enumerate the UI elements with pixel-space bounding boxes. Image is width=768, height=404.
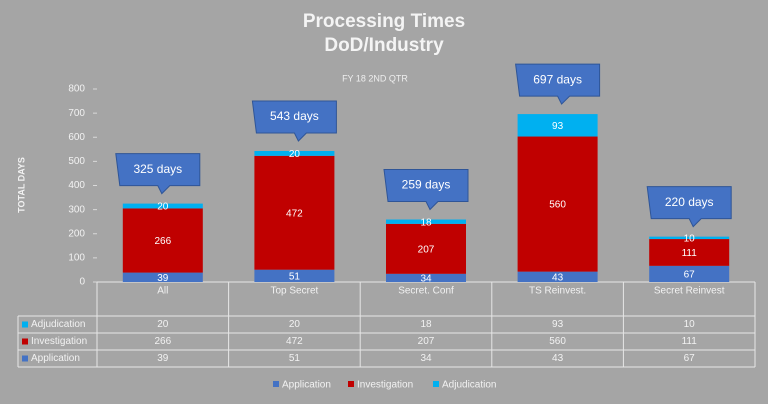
y-tick-label: 0 — [79, 277, 85, 288]
callout-label: 543 days — [270, 109, 319, 123]
callout-label: 259 days — [402, 178, 451, 192]
y-tick-label: 700 — [68, 108, 85, 119]
chart-title: Processing Times — [303, 11, 465, 32]
bar-segment — [254, 269, 335, 282]
bar-segment — [517, 271, 598, 282]
chart-subtitle: DoD/Industry — [324, 35, 444, 56]
segment-label: 10 — [684, 233, 696, 244]
bar-segment — [649, 265, 730, 282]
legend-key — [22, 338, 28, 345]
x-tick-label: Secret. Conf — [398, 286, 454, 297]
callout-box — [646, 186, 732, 228]
bar-segment — [122, 203, 203, 209]
bar-segment — [386, 223, 466, 274]
callout-box — [115, 153, 201, 195]
bar-segment — [649, 239, 730, 266]
table-cell: 266 — [154, 336, 171, 347]
legend-key — [348, 381, 354, 387]
table-cell: 560 — [549, 336, 566, 347]
bar-segment — [517, 114, 598, 137]
y-axis-title: TOTAL DAYS — [16, 157, 26, 213]
segment-label: 39 — [157, 273, 169, 284]
legend-key — [433, 381, 439, 387]
table-cell: 34 — [420, 353, 432, 364]
y-tick-label: 600 — [68, 132, 85, 143]
bar-segment — [386, 273, 466, 282]
segment-label: 67 — [684, 270, 696, 281]
bar-segment — [122, 272, 203, 282]
segment-label: 266 — [154, 236, 171, 247]
y-tick-label: 300 — [68, 204, 85, 215]
legend-key — [22, 355, 28, 362]
callout-label: 697 days — [533, 72, 582, 86]
callout-label: 325 days — [133, 162, 182, 176]
table-cell: 20 — [289, 319, 301, 330]
table-row-label: Application — [31, 353, 80, 364]
table-cell: 472 — [286, 336, 303, 347]
segment-label: 560 — [549, 200, 566, 211]
segment-label: 20 — [289, 149, 301, 160]
bar-segment — [517, 136, 598, 272]
bar-segment — [254, 155, 335, 270]
segment-label: 34 — [420, 274, 432, 285]
y-tick-label: 800 — [68, 84, 85, 95]
callout-box — [251, 100, 337, 142]
legend-key — [22, 321, 28, 328]
y-tick-label: 400 — [68, 180, 85, 191]
segment-label: 20 — [157, 202, 169, 213]
table-cell: 111 — [682, 336, 698, 347]
bar-segment — [122, 208, 203, 273]
segment-label: 472 — [286, 208, 303, 219]
callout-box — [383, 169, 469, 211]
table-cell: 207 — [418, 336, 435, 347]
legend-label: Adjudication — [442, 380, 496, 391]
period-label: FY 18 2ND QTR — [342, 73, 408, 83]
segment-label: 111 — [682, 248, 698, 259]
table-row-label: Investigation — [31, 336, 87, 347]
x-tick-label: TS Reinvest. — [529, 286, 586, 297]
table-cell: 67 — [684, 353, 696, 364]
legend-label: Application — [282, 380, 331, 391]
segment-label: 18 — [420, 217, 432, 228]
table-cell: 39 — [157, 353, 169, 364]
table-cell: 51 — [289, 353, 301, 364]
table-cell: 10 — [684, 319, 696, 330]
x-tick-label: Top Secret — [270, 286, 318, 297]
segment-label: 43 — [552, 272, 564, 283]
legend-key — [273, 381, 279, 387]
table-cell: 18 — [420, 319, 432, 330]
bar-segment — [649, 236, 730, 240]
y-tick-label: 100 — [68, 253, 85, 264]
x-tick-label: All — [157, 286, 168, 297]
bar-segment — [254, 151, 335, 156]
segment-label: 51 — [289, 271, 301, 282]
table-row-label: Adjudication — [31, 319, 85, 330]
callout-box — [515, 63, 601, 105]
segment-label: 207 — [418, 244, 435, 255]
y-tick-label: 200 — [68, 228, 85, 239]
table-cell: 93 — [552, 319, 564, 330]
table-cell: 20 — [157, 319, 169, 330]
table-cell: 43 — [552, 353, 564, 364]
segment-label: 93 — [552, 121, 564, 132]
bar-segment — [386, 219, 466, 224]
legend-label: Investigation — [357, 380, 413, 391]
callout-label: 220 days — [665, 195, 714, 209]
x-tick-label: Secret Reinvest — [654, 286, 725, 297]
y-tick-label: 500 — [68, 156, 85, 167]
